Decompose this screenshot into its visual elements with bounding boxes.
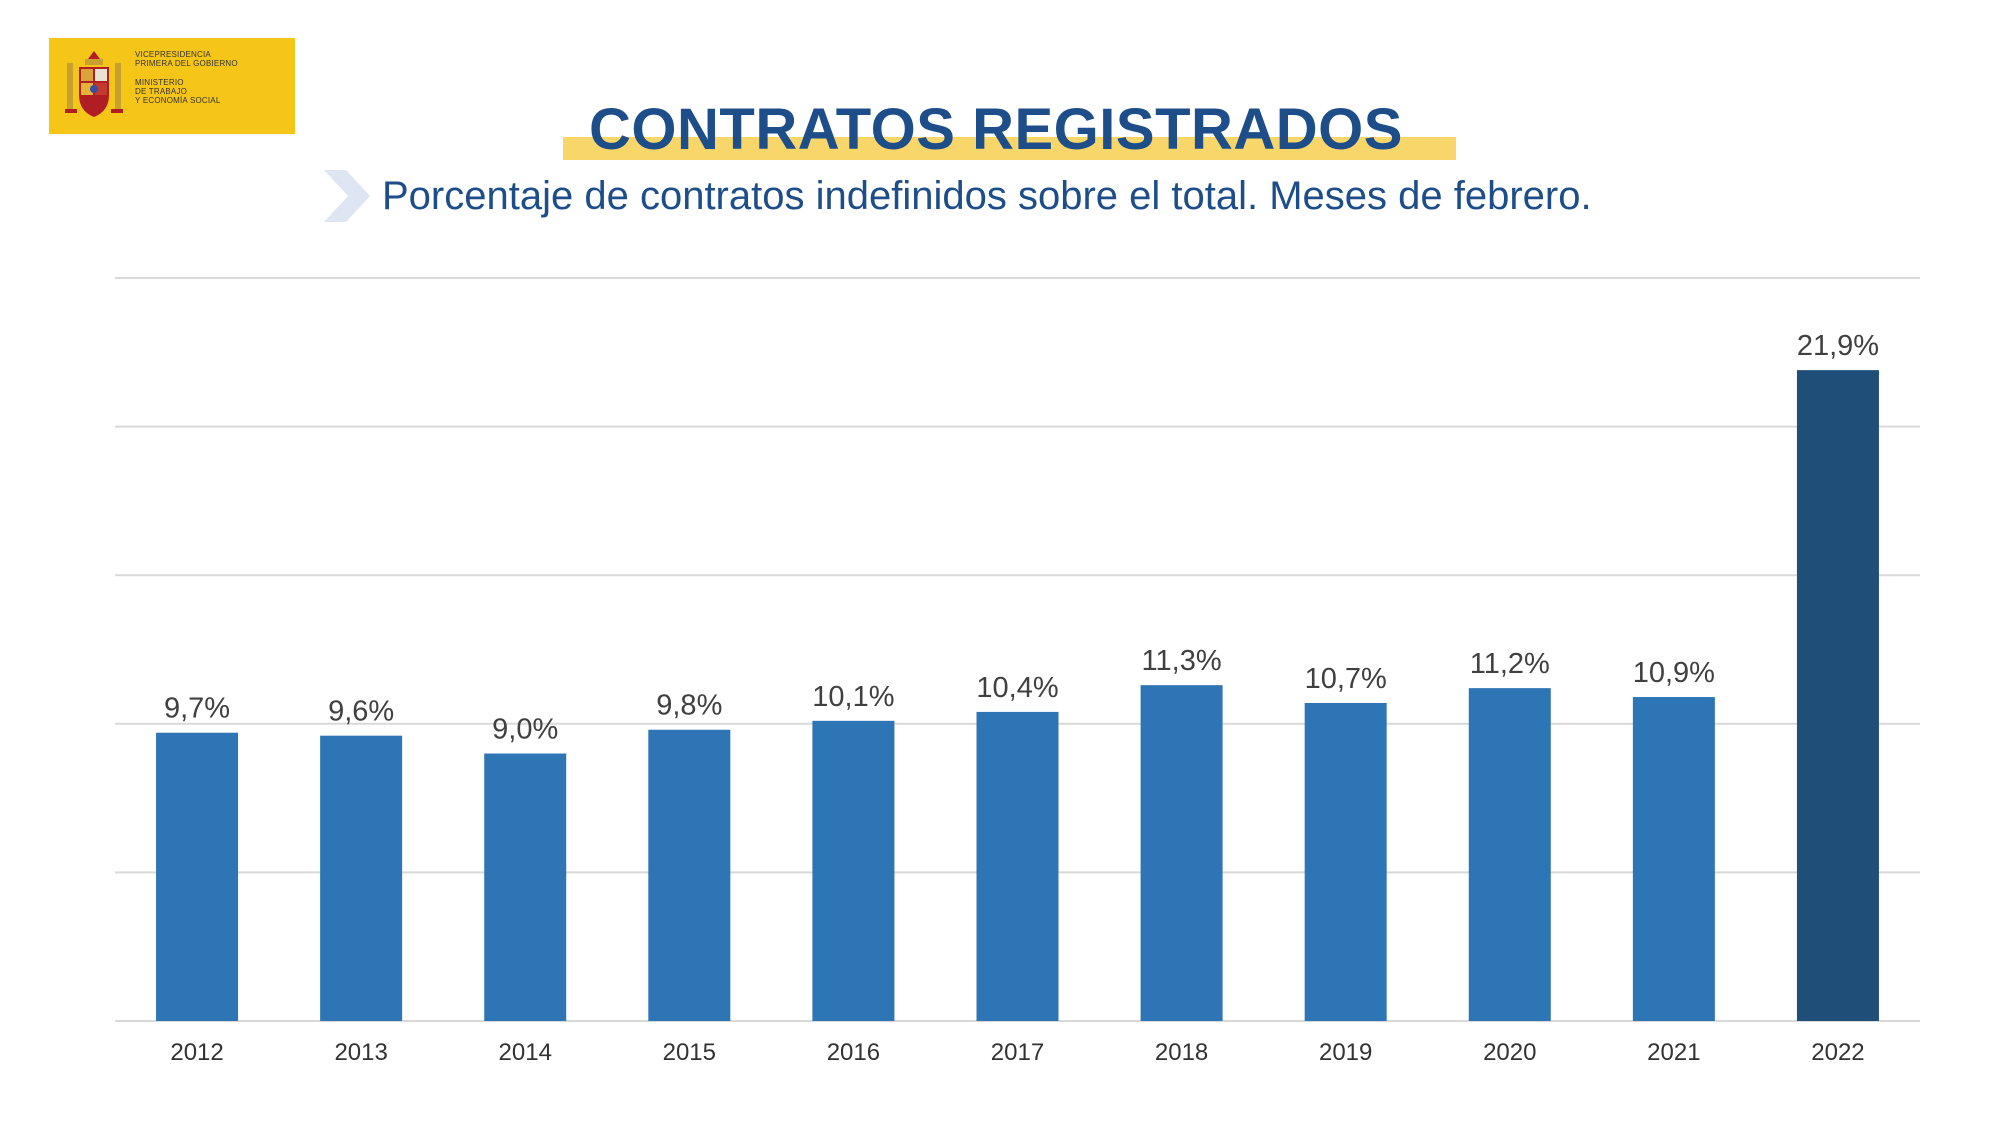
bar-2014 xyxy=(484,753,567,1021)
bar-2019 xyxy=(1304,702,1387,1021)
logo-line: MINISTERIO xyxy=(135,78,184,87)
data-label-2021: 10,9% xyxy=(1633,657,1715,689)
coat-of-arms-icon xyxy=(65,51,123,117)
data-label-2018: 11,3% xyxy=(1142,645,1222,677)
x-tick-label-2016: 2016 xyxy=(827,1039,880,1066)
government-logo: VICEPRESIDENCIA PRIMERA DEL GOBIERNO MIN… xyxy=(49,38,295,134)
x-tick-label-2019: 2019 xyxy=(1319,1039,1372,1066)
chart-subtitle: Porcentaje de contratos indefinidos sobr… xyxy=(382,173,1592,218)
x-tick-label-2015: 2015 xyxy=(663,1039,716,1066)
bar-2022 xyxy=(1796,370,1879,1022)
logo-text: VICEPRESIDENCIA PRIMERA DEL GOBIERNO MIN… xyxy=(135,38,238,105)
logo-line: PRIMERA DEL GOBIERNO xyxy=(135,59,238,68)
data-label-2014: 9,0% xyxy=(492,714,558,746)
logo-line: DE TRABAJO xyxy=(135,87,188,96)
data-label-2012: 9,7% xyxy=(164,693,230,725)
title-container: CONTRATOS REGISTRADOS xyxy=(0,96,2000,163)
x-tick-label-2014: 2014 xyxy=(499,1039,552,1066)
x-tick-label-2017: 2017 xyxy=(991,1039,1044,1066)
data-label-2022: 21,9% xyxy=(1797,330,1879,362)
bar-2012 xyxy=(156,732,239,1021)
chart-title: CONTRATOS REGISTRADOS xyxy=(589,97,1403,162)
bar-2015 xyxy=(648,729,731,1021)
title-underline xyxy=(563,137,1456,160)
bar-2016 xyxy=(812,720,895,1021)
data-label-2013: 9,6% xyxy=(328,696,394,728)
data-label-2020: 11,2% xyxy=(1470,648,1550,680)
bar-2021 xyxy=(1632,697,1715,1021)
x-tick-label-2021: 2021 xyxy=(1647,1039,1700,1066)
subtitle-row: Porcentaje de contratos indefinidos sobr… xyxy=(322,168,1592,224)
logo-line: Y ECONOMÍA SOCIAL xyxy=(135,96,221,105)
logo-line: VICEPRESIDENCIA xyxy=(135,50,211,59)
data-label-2019: 10,7% xyxy=(1305,663,1387,695)
x-tick-label-2020: 2020 xyxy=(1483,1039,1536,1066)
bar-2018 xyxy=(1140,685,1223,1021)
data-label-2015: 9,8% xyxy=(656,690,722,722)
bar-2013 xyxy=(320,735,403,1021)
x-tick-label-2018: 2018 xyxy=(1155,1039,1208,1066)
bar-2017 xyxy=(976,711,1059,1021)
x-tick-label-2022: 2022 xyxy=(1811,1039,1864,1066)
data-label-2017: 10,4% xyxy=(976,672,1058,704)
x-tick-label-2013: 2013 xyxy=(334,1039,387,1066)
x-tick-label-2012: 2012 xyxy=(170,1039,223,1066)
bar-2020 xyxy=(1468,688,1551,1021)
chevron-right-icon xyxy=(324,170,370,222)
data-label-2016: 10,1% xyxy=(812,681,894,713)
